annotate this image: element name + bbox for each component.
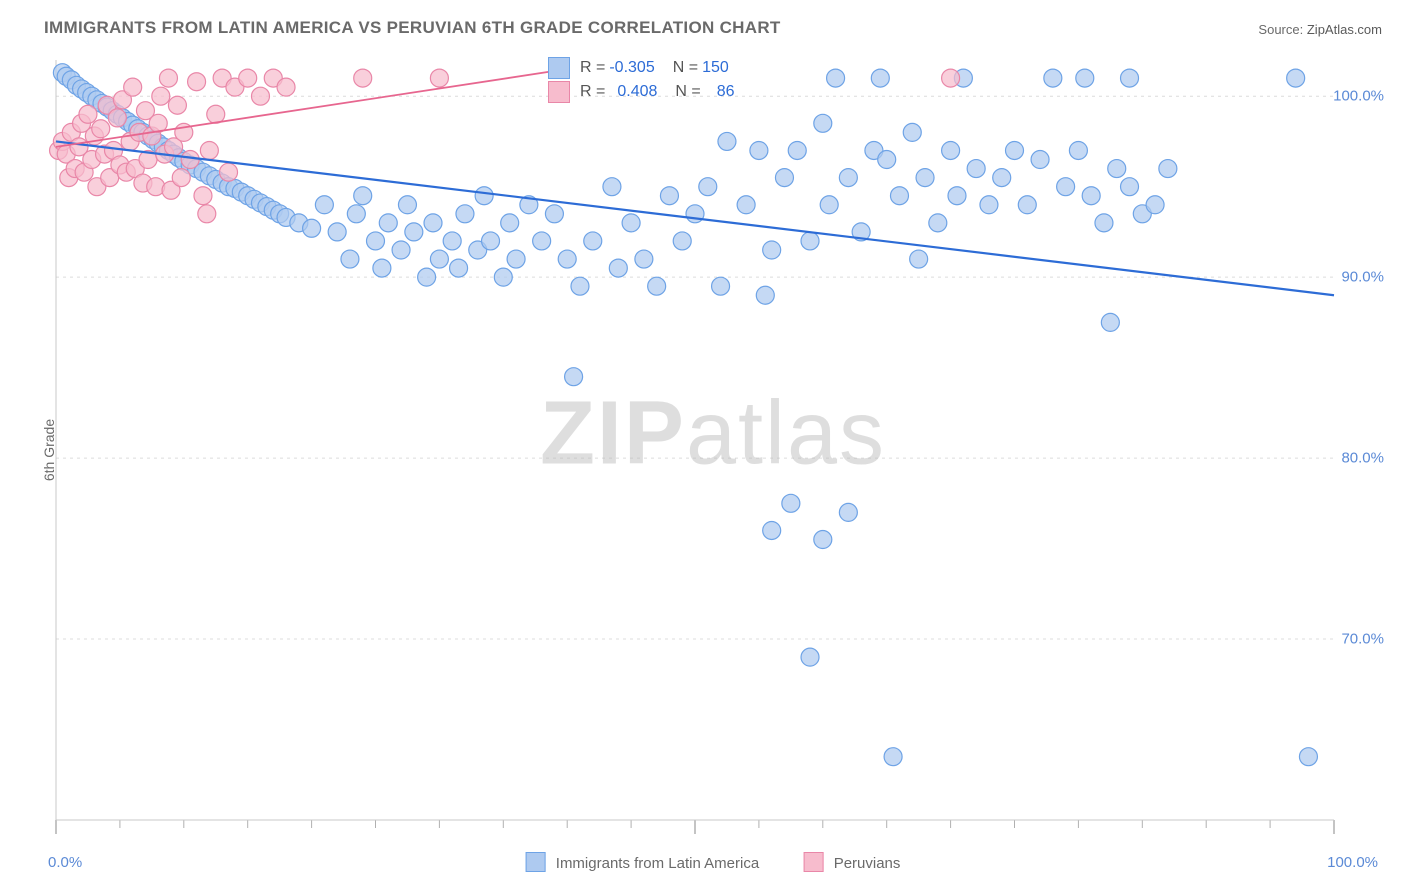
stats-n-value-blue: 150 <box>702 57 729 79</box>
stats-row-pink: R = 0.408 N = 86 <box>548 80 735 104</box>
stats-row-blue: R = -0.305 N = 150 <box>548 56 735 80</box>
y-tick-label: 70.0% <box>1341 631 1384 648</box>
chart-title: IMMIGRANTS FROM LATIN AMERICA VS PERUVIA… <box>44 18 781 38</box>
stats-swatch-blue <box>548 57 570 79</box>
stats-n-label-blue: N = <box>673 57 698 79</box>
source-value: ZipAtlas.com <box>1307 22 1382 37</box>
stats-n-label-pink: N = <box>675 81 700 103</box>
source-credit: Source: ZipAtlas.com <box>1258 22 1382 37</box>
y-tick-label: 100.0% <box>1333 88 1384 105</box>
plot-area: 6th Grade 70.0%80.0%90.0%100.0% 0.0% 100… <box>44 54 1382 846</box>
legend-label-blue: Immigrants from Latin America <box>556 855 759 872</box>
legend-label-pink: Peruvians <box>834 855 901 872</box>
y-axis-label: 6th Grade <box>41 419 57 481</box>
stats-n-value-pink: 86 <box>717 81 735 103</box>
stats-r-label-blue: R = <box>580 57 605 79</box>
scatter-chart <box>44 54 1382 846</box>
y-tick-label: 90.0% <box>1341 269 1384 286</box>
bottom-legend: Immigrants from Latin America Peruvians <box>526 852 901 872</box>
stats-r-value-pink: 0.408 <box>617 81 657 103</box>
legend-swatch-pink <box>804 852 824 872</box>
x-tick-min: 0.0% <box>48 854 82 871</box>
stats-r-label-pink: R = <box>580 81 605 103</box>
stats-swatch-pink <box>548 81 570 103</box>
legend-swatch-blue <box>526 852 546 872</box>
stats-legend: R = -0.305 N = 150 R = 0.408 N = 86 <box>548 56 735 104</box>
source-label: Source: <box>1258 22 1303 37</box>
y-tick-label: 80.0% <box>1341 450 1384 467</box>
x-tick-max: 100.0% <box>1327 854 1378 871</box>
stats-r-value-blue: -0.305 <box>609 57 654 79</box>
